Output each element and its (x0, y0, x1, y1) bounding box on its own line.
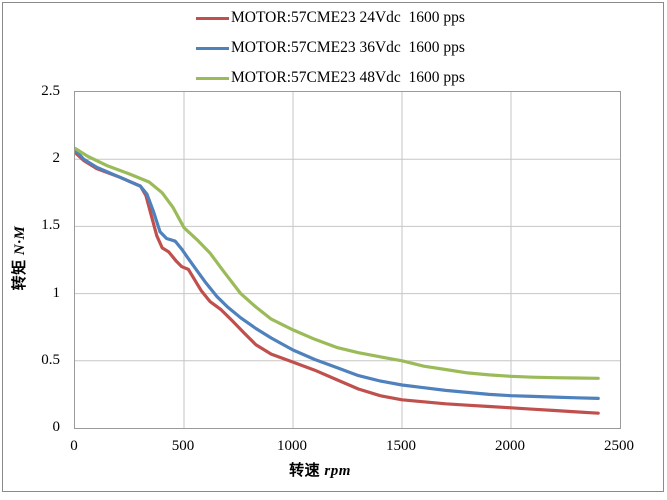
x-tick-label: 0 (70, 438, 78, 454)
y-tick-label: 0 (52, 419, 61, 435)
series-line (75, 148, 600, 400)
legend-label: MOTOR:57CME23 48Vdc 1600 pps (231, 69, 465, 86)
y-tick-label: 1.5 (41, 217, 60, 234)
legend-label: MOTOR:57CME23 24Vdc 1600 pps (231, 9, 465, 26)
chart-legend: MOTOR:57CME23 24Vdc 1600 pps MOTOR:57CME2… (196, 9, 465, 87)
y-tick-label: 1 (52, 284, 61, 301)
y-tick-label: 2.5 (41, 83, 60, 99)
x-tick-label: 500 (171, 438, 195, 454)
legend-line-swatch (196, 76, 229, 80)
x-axis-title-cn: 转速 (289, 463, 321, 479)
series-line (75, 150, 600, 415)
y-tick-label: 2 (52, 150, 61, 167)
x-axis-title: 转速 rpm (220, 459, 420, 480)
x-tick-label: 2500 (604, 438, 634, 454)
legend-entry: MOTOR:57CME23 24Vdc 1600 pps (196, 9, 465, 27)
y-tick-label: 0.5 (41, 351, 60, 368)
figure-border (2, 2, 664, 492)
x-axis-title-unit: rpm (324, 463, 351, 479)
plot-canvas (75, 92, 620, 428)
y-axis-title-cn: 转矩 (12, 259, 28, 291)
legend-label: MOTOR:57CME23 36Vdc 1600 pps (231, 39, 465, 56)
legend-entry: MOTOR:57CME23 36Vdc 1600 pps (196, 39, 465, 57)
plot-area (74, 91, 621, 429)
y-axis-title-unit: N·M (12, 225, 28, 256)
legend-entry: MOTOR:57CME23 48Vdc 1600 pps (196, 69, 465, 87)
legend-line-swatch (196, 46, 229, 50)
x-tick-label: 1000 (277, 438, 307, 454)
x-tick-label: 1500 (386, 438, 416, 454)
y-axis-title: 转矩 N·M (8, 193, 28, 323)
x-tick-label: 2000 (495, 438, 525, 454)
series-line (75, 146, 600, 380)
legend-line-swatch (196, 16, 229, 20)
